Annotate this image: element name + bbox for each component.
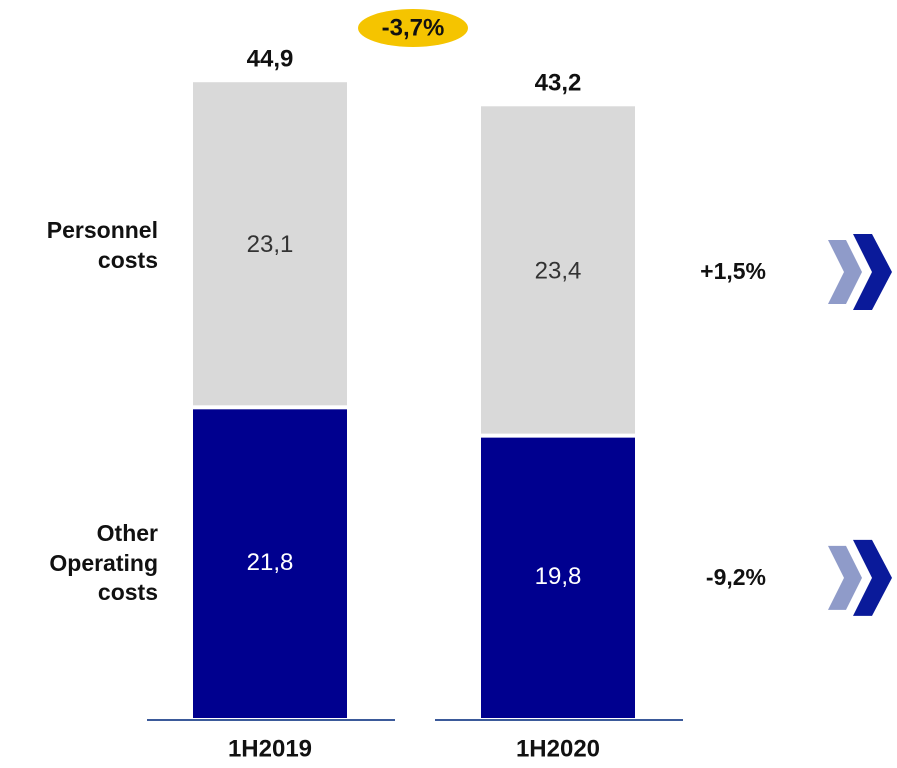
value-label: 23,4 (535, 257, 582, 284)
value-label: 19,8 (535, 563, 582, 590)
chevron (828, 239, 862, 304)
total-label: 44,9 (247, 46, 294, 73)
bar-segment (193, 409, 347, 718)
total-label: 43,2 (535, 70, 582, 97)
change-badge (358, 9, 468, 47)
change-label: +1,5% (700, 258, 766, 285)
value-label: 23,1 (247, 231, 294, 258)
change-label: -9,2% (705, 563, 766, 590)
series-label: Personnel costs (46, 216, 158, 273)
category-label: 1H2020 (516, 735, 600, 762)
chevron (828, 545, 862, 610)
bar-segment (481, 106, 635, 434)
bar-segment (193, 82, 347, 406)
chevron (853, 233, 892, 310)
series-label: Other Operating costs (49, 519, 158, 606)
value-label: 21,8 (247, 549, 294, 576)
chevron (853, 539, 892, 616)
category-label: 1H2019 (228, 735, 312, 762)
total-change-label: -3,7% (382, 14, 445, 41)
bar-segment (481, 437, 635, 718)
